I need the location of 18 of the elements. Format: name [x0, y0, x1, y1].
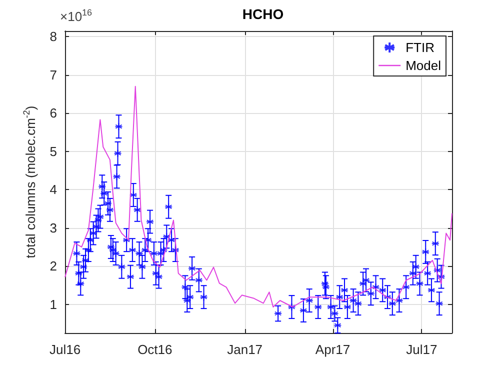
legend-label: Model [406, 58, 442, 73]
y-tick-label: 4 [50, 182, 57, 198]
y-tick-label: 5 [50, 144, 57, 159]
y-tick-label: 6 [50, 106, 57, 121]
y-axis-title: total columns (molec.cm-2) [22, 106, 38, 258]
y-tick-label: 3 [50, 220, 57, 236]
x-tick-label: Jul16 [49, 342, 81, 357]
x-tick-label: Oct16 [138, 342, 172, 357]
y-tick-label: 2 [50, 258, 57, 274]
y-tick-label: 8 [50, 29, 57, 44]
x-tick-label: Apr17 [315, 342, 350, 357]
y-tick-label: 1 [50, 296, 57, 312]
legend-label: FTIR [406, 40, 434, 55]
x-tick-label: Jul17 [406, 342, 438, 357]
y-tick-label: 7 [50, 67, 57, 82]
line-series [64, 86, 452, 308]
x-tick-label: Jan17 [227, 342, 263, 357]
chart-title: HCHO [242, 6, 284, 22]
